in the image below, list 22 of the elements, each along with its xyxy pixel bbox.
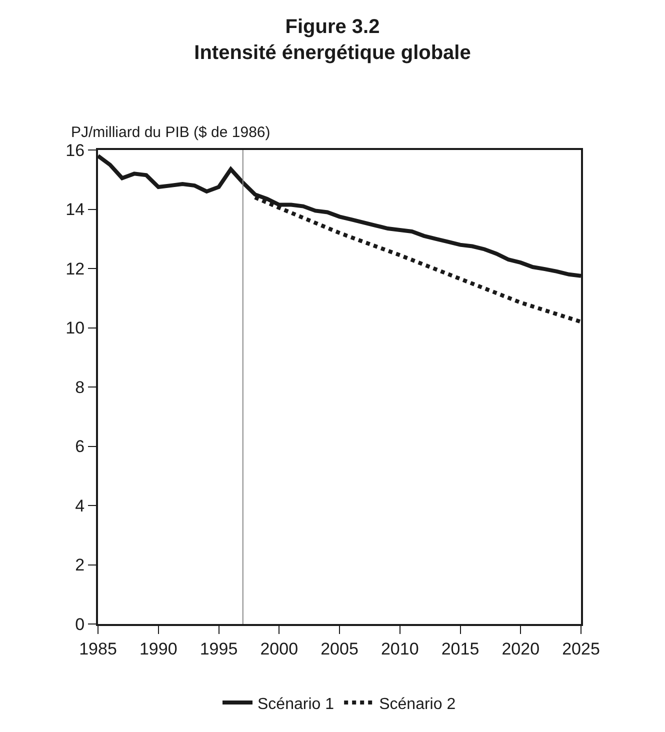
x-tick-label: 2025 [562, 639, 600, 658]
x-tick-label: 2020 [502, 639, 540, 658]
y-tick-label: 14 [66, 200, 85, 220]
legend-label: Scénario 2 [379, 696, 456, 713]
y-tick-label: 8 [75, 378, 85, 397]
y-tick-label: 10 [66, 318, 85, 338]
y-tick-label: 16 [66, 140, 85, 160]
x-tick-label: 1990 [139, 639, 178, 658]
x-tick-label: 2015 [441, 639, 480, 658]
x-tick-label: 1985 [79, 639, 117, 658]
y-tick-label: 12 [66, 259, 85, 278]
x-tick-label: 2000 [260, 639, 298, 658]
y-tick-label: 2 [75, 556, 85, 575]
x-tick-label: 2005 [320, 639, 358, 658]
chart-title: Figure 3.2 Intensité énergétique globale [194, 16, 471, 64]
x-tick-label: 2010 [380, 639, 419, 658]
y-axis-title: PJ/milliard du PIB ($ de 1986) [71, 124, 270, 141]
x-tick-label: 1995 [200, 639, 238, 658]
y-tick-label: 4 [75, 496, 85, 516]
y-tick-label: 0 [75, 614, 85, 634]
legend-label: Scénario 1 [258, 696, 334, 713]
y-tick-label: 6 [75, 437, 85, 456]
